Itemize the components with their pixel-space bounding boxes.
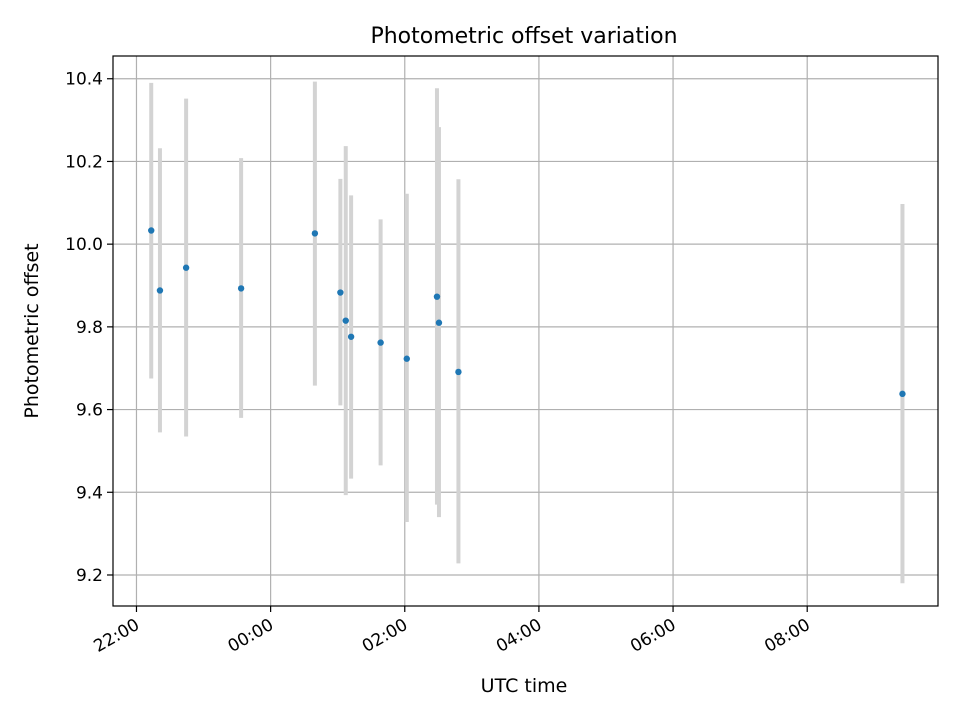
data-point	[237, 285, 245, 292]
y-tick-label: 9.8	[76, 318, 103, 338]
plot-frame	[112, 55, 939, 607]
data-point	[342, 317, 349, 324]
data-point	[899, 390, 906, 398]
y-tick-label: 10.0	[65, 235, 103, 255]
data-point	[433, 293, 441, 300]
y-tick-label: 10.2	[65, 152, 103, 172]
data-point	[435, 319, 443, 326]
y-tick-label: 10.4	[65, 70, 103, 90]
y-tick-label: 9.2	[76, 566, 103, 586]
data-point	[455, 368, 462, 376]
chart-title: Photometric offset variation	[370, 24, 677, 49]
data-point	[337, 289, 344, 296]
y-tick-label: 9.6	[76, 401, 103, 421]
x-axis-label: UTC time	[481, 675, 568, 697]
y-axis-label: Photometric offset	[21, 243, 43, 418]
data-points	[148, 227, 906, 398]
data-point	[403, 355, 410, 362]
y-axis-ticks: 9.2 9.4 9.6 9.8 10.0 10.2 10.4	[65, 70, 113, 586]
data-point	[347, 333, 355, 340]
data-point	[156, 287, 164, 294]
grid-lines	[113, 56, 938, 606]
data-point	[148, 227, 155, 234]
y-tick-label: 9.4	[76, 483, 103, 503]
data-point	[182, 264, 190, 271]
data-point	[377, 339, 384, 346]
data-point	[311, 230, 319, 237]
